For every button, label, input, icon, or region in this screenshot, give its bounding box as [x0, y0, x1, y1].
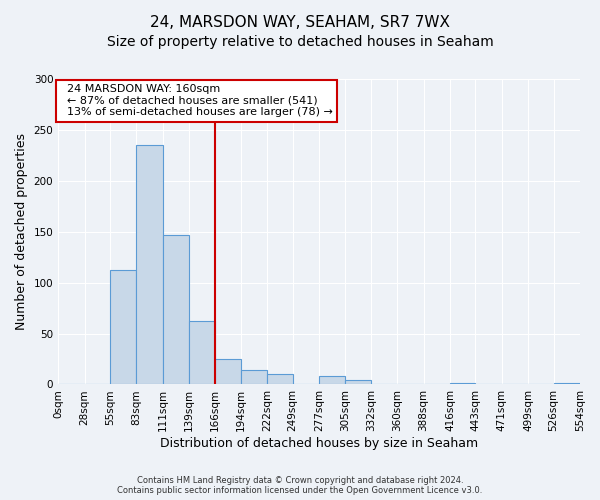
Bar [346, 380, 371, 384]
Bar [319, 376, 346, 384]
Bar [215, 359, 241, 384]
Bar [241, 370, 267, 384]
Bar [267, 374, 293, 384]
Text: Size of property relative to detached houses in Seaham: Size of property relative to detached ho… [107, 35, 493, 49]
Text: 24 MARSDON WAY: 160sqm
  ← 87% of detached houses are smaller (541)
  13% of sem: 24 MARSDON WAY: 160sqm ← 87% of detached… [60, 84, 333, 117]
Bar [136, 145, 163, 384]
Bar [189, 322, 215, 384]
Bar [110, 270, 136, 384]
Text: Contains HM Land Registry data © Crown copyright and database right 2024.
Contai: Contains HM Land Registry data © Crown c… [118, 476, 482, 495]
Text: 24, MARSDON WAY, SEAHAM, SR7 7WX: 24, MARSDON WAY, SEAHAM, SR7 7WX [150, 15, 450, 30]
Bar [163, 235, 189, 384]
Y-axis label: Number of detached properties: Number of detached properties [15, 133, 28, 330]
X-axis label: Distribution of detached houses by size in Seaham: Distribution of detached houses by size … [160, 437, 478, 450]
